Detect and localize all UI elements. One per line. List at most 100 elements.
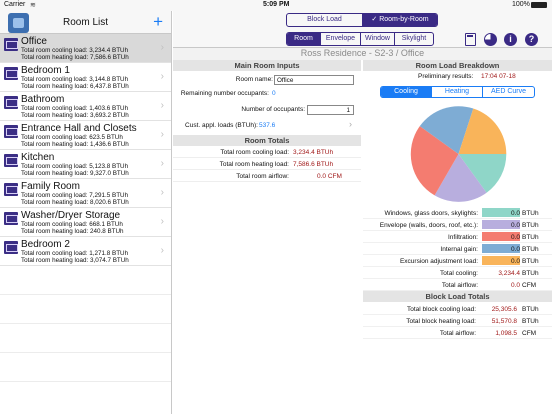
chevron-right-icon: ›	[349, 119, 352, 129]
cust-appl-loads-value: 537.6	[259, 122, 276, 129]
room-icon	[4, 38, 18, 51]
chevron-right-icon: ›	[160, 187, 164, 198]
room-item-washer-dryer[interactable]: Washer/Dryer Storage Total room cooling …	[0, 208, 171, 237]
room-name: Kitchen	[21, 152, 55, 163]
breakdown-value: 0.0	[510, 234, 520, 241]
chevron-right-icon: ›	[160, 100, 164, 111]
room-heating-load: Total room heating load: 240.8 BTUh	[21, 228, 124, 235]
room-cooling-load: Total room cooling load: 7,291.5 BTUh	[21, 192, 129, 199]
breakdown-value: 0.0	[510, 246, 520, 253]
block-value: 1,098.5	[495, 330, 517, 337]
breakdown-label: Windows, glass doors, skylights:	[384, 210, 478, 217]
empty-row	[0, 295, 171, 324]
block-label: Total airflow:	[439, 330, 476, 337]
cust-appl-loads-row[interactable]: Cust. appl. loads (BTUh): 537.6 ›	[173, 119, 361, 133]
room-load-breakdown: Room Load Breakdown Preliminary results:…	[363, 60, 552, 339]
total-heating-label: Total room heating load:	[219, 161, 289, 168]
chevron-right-icon: ›	[160, 71, 164, 82]
remaining-occupants-label: Remaining number occupants:	[180, 90, 269, 97]
pie-chart-icon[interactable]	[484, 33, 497, 46]
breakdown-unit: BTUh	[522, 258, 539, 265]
block-totals-table: Total block cooling load: 25,305.6 BTUh …	[363, 303, 552, 339]
room-view-tab[interactable]: Room	[287, 33, 321, 45]
room-by-room-tab[interactable]: ✓ Room-by-Room	[363, 14, 437, 26]
legend-swatch	[482, 208, 520, 217]
breakdown-row-internal: Internal gain: 0.0 BTUh	[363, 243, 552, 255]
room-cooling-load: Total room cooling load: 623.5 BTUh	[21, 134, 123, 141]
pie-slice-infiltration	[410, 126, 459, 196]
breakdown-row-envelope: Envelope (walls, doors, roof, etc.): 0.0…	[363, 219, 552, 231]
heating-tab[interactable]: Heating	[432, 87, 483, 97]
occupants-input[interactable]: 1	[307, 105, 354, 115]
room-name: Family Room	[21, 181, 80, 192]
room-heating-load: Total room heating load: 3,074.7 BTUh	[21, 257, 129, 264]
room-item-bedroom-2[interactable]: Bedroom 2 Total room cooling load: 1,271…	[0, 237, 171, 266]
breakdown-tabs: Cooling Heating AED Curve	[380, 86, 535, 98]
legend-swatch	[482, 244, 520, 253]
room-cooling-load: Total room cooling load: 1,271.8 BTUh	[21, 250, 129, 257]
info-icon[interactable]: i	[504, 33, 517, 46]
remaining-occupants-row: Remaining number occupants: 0	[173, 87, 361, 101]
empty-row	[0, 266, 171, 295]
calculator-icon[interactable]	[465, 33, 476, 46]
help-icon[interactable]: ?	[525, 33, 538, 46]
room-cooling-load: Total room cooling load: 5,123.8 BTUh	[21, 163, 129, 170]
breakdown-row-total-cooling: Total cooling: 3,234.4 BTUh	[363, 267, 552, 279]
room-item-office[interactable]: Office Total room cooling load: 3,234.4 …	[0, 34, 171, 63]
room-item-entrance-hall[interactable]: Entrance Hall and Closets Total room coo…	[0, 121, 171, 150]
skylight-view-tab[interactable]: Skylight	[401, 35, 427, 42]
room-list-header: Room List +	[0, 11, 171, 34]
room-heating-load: Total room heating load: 7,586.6 BTUh	[21, 54, 129, 61]
breakdown-value: 0.0	[510, 258, 520, 265]
load-pie-chart	[395, 103, 522, 205]
block-unit: BTUh	[522, 318, 539, 325]
room-list-panel: Room List + Office Total room cooling lo…	[0, 11, 172, 414]
legend-swatch	[482, 232, 520, 241]
room-heating-load: Total room heating load: 1,436.6 BTUh	[21, 141, 129, 148]
window-view-tab[interactable]: Window	[361, 33, 395, 45]
view-segmented-control: Room Envelope Window Skylight	[286, 32, 434, 46]
top-toolbar: Block Load ✓ Room-by-Room Room Envelope …	[173, 11, 552, 48]
block-load-totals-header: Block Load Totals	[363, 291, 552, 302]
breakdown-label: Envelope (walls, doors, roof, etc.):	[379, 222, 478, 229]
room-cooling-load: Total room cooling load: 3,234.4 BTUh	[21, 47, 129, 54]
total-cooling-value: 3,234.4 BTUh	[293, 149, 334, 156]
breakdown-unit: BTUh	[522, 270, 539, 277]
breakdown-row-total-airflow: Total airflow: 0.0 CFM	[363, 279, 552, 291]
block-value: 51,570.8	[491, 318, 517, 325]
room-name: Bedroom 1	[21, 65, 70, 76]
room-icon	[4, 154, 18, 167]
room-cooling-load: Total room cooling load: 1,403.6 BTUh	[21, 105, 129, 112]
breakdown-label: Infiltration:	[448, 234, 478, 241]
app-logo-icon[interactable]	[8, 13, 29, 33]
legend-swatch	[482, 256, 520, 265]
room-totals-row: Total room cooling load: 3,234.4 BTUh	[173, 146, 361, 158]
room-heating-load: Total room heating load: 9,327.0 BTUh	[21, 170, 129, 177]
room-name-input[interactable]: Office	[274, 75, 354, 85]
chevron-right-icon: ›	[160, 158, 164, 169]
block-label: Total block heating load:	[406, 318, 476, 325]
block-load-tab[interactable]: Block Load	[287, 14, 363, 26]
aed-curve-tab[interactable]: AED Curve	[490, 88, 526, 95]
envelope-view-tab[interactable]: Envelope	[321, 33, 361, 45]
breakdown-unit: CFM	[522, 282, 537, 289]
total-airflow-value: 0.0 CFM	[317, 173, 342, 180]
preliminary-results-label: Preliminary results:	[418, 73, 474, 80]
room-name: Office	[21, 36, 47, 47]
block-row-airflow: Total airflow: 1,098.5 CFM	[363, 327, 552, 339]
pie-slice-internal	[419, 106, 474, 154]
room-item-bedroom-1[interactable]: Bedroom 1 Total room cooling load: 3,144…	[0, 63, 171, 92]
room-totals-row: Total room airflow: 0.0 CFM	[173, 170, 361, 182]
room-item-family-room[interactable]: Family Room Total room cooling load: 7,2…	[0, 179, 171, 208]
block-value: 25,305.6	[491, 306, 517, 313]
room-name-label: Room name:	[235, 76, 273, 83]
room-list-title: Room List	[62, 17, 108, 28]
block-unit: CFM	[522, 330, 537, 337]
add-room-button[interactable]: +	[153, 12, 163, 31]
pie-slice-windows	[458, 154, 507, 193]
room-name: Bathroom	[21, 94, 65, 105]
cooling-tab[interactable]: Cooling	[381, 87, 432, 97]
occupants-row: Number of occupants: 1	[173, 103, 361, 117]
room-item-kitchen[interactable]: Kitchen Total room cooling load: 5,123.8…	[0, 150, 171, 179]
room-item-bathroom[interactable]: Bathroom Total room cooling load: 1,403.…	[0, 92, 171, 121]
